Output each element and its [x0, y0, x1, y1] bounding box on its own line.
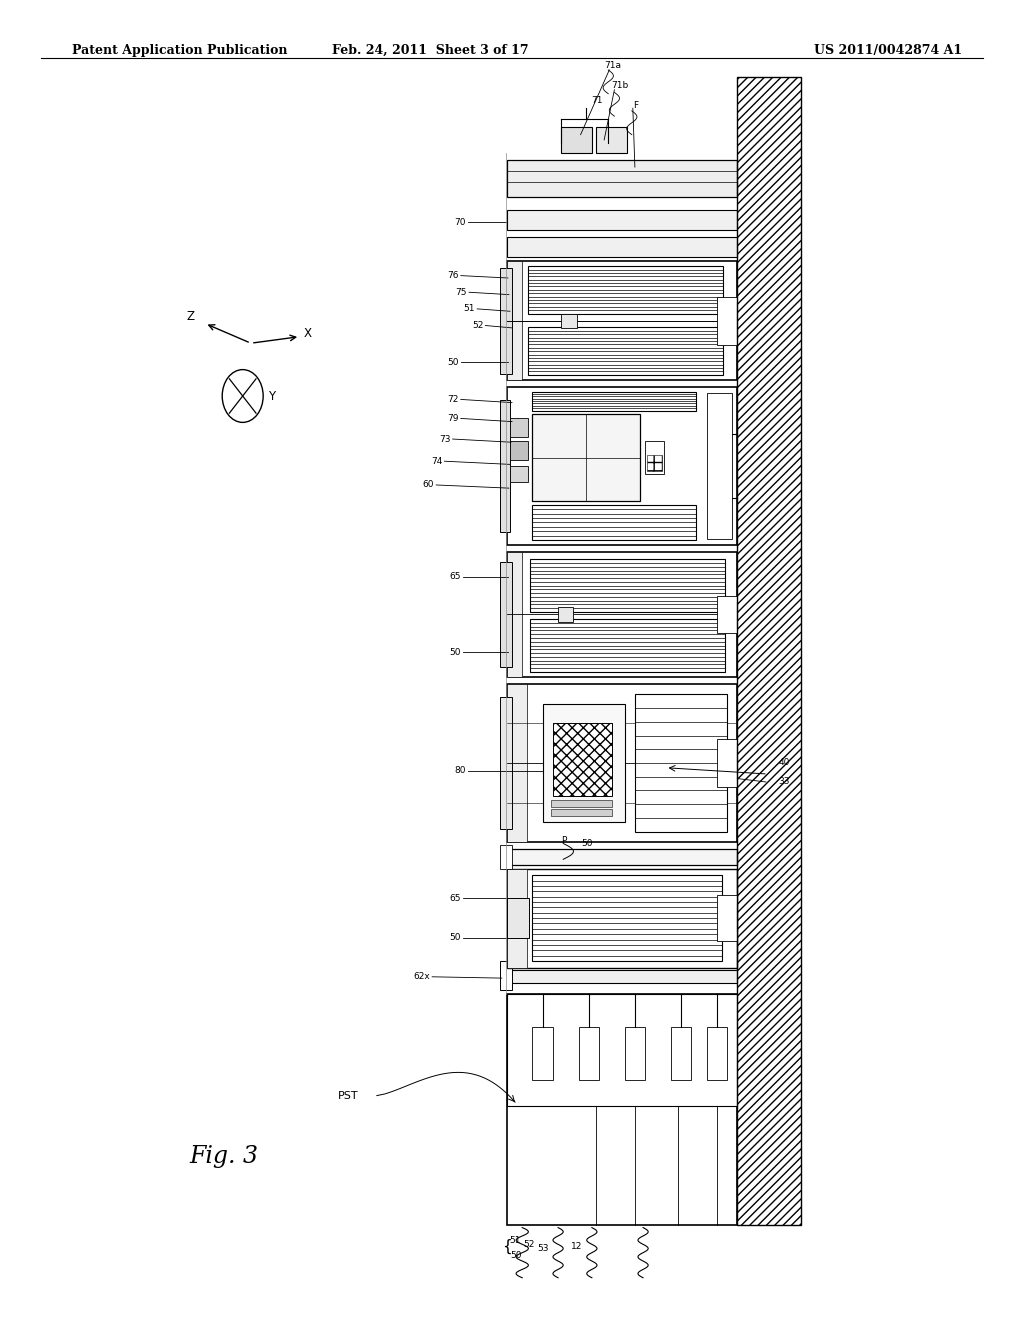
Bar	[507, 552, 522, 677]
Bar	[507, 994, 737, 1106]
Text: 71a: 71a	[604, 62, 622, 70]
Bar	[530, 560, 725, 612]
Bar	[532, 1027, 553, 1080]
Bar	[507, 684, 527, 842]
Bar	[551, 809, 612, 816]
Text: F: F	[633, 102, 638, 110]
Text: Fig. 3: Fig. 3	[189, 1146, 258, 1168]
Bar	[500, 562, 512, 667]
Bar	[507, 869, 737, 968]
Bar	[510, 466, 528, 482]
Text: PST: PST	[338, 1090, 358, 1101]
Text: 52: 52	[523, 1241, 535, 1249]
Text: 72: 72	[447, 395, 459, 404]
Bar	[532, 413, 640, 500]
Bar	[507, 160, 737, 197]
Text: 75: 75	[456, 288, 467, 297]
Text: US 2011/0042874 A1: US 2011/0042874 A1	[814, 44, 963, 57]
Text: 50: 50	[582, 840, 593, 847]
Bar	[510, 418, 528, 437]
Bar	[717, 595, 737, 634]
Bar	[645, 441, 664, 474]
Bar	[707, 1027, 727, 1080]
Bar	[717, 895, 737, 941]
Bar	[500, 268, 512, 374]
Bar	[561, 314, 577, 327]
Bar	[500, 845, 512, 869]
Text: 74: 74	[431, 457, 442, 466]
Bar	[507, 869, 527, 968]
Text: 51: 51	[464, 305, 475, 313]
Bar	[528, 327, 723, 375]
Text: 65: 65	[450, 894, 461, 903]
Text: Z: Z	[186, 310, 195, 323]
Bar	[500, 400, 510, 532]
Text: Feb. 24, 2011  Sheet 3 of 17: Feb. 24, 2011 Sheet 3 of 17	[332, 44, 528, 57]
Bar	[507, 898, 529, 937]
Bar	[717, 739, 737, 787]
Bar	[507, 261, 737, 380]
Bar	[507, 210, 737, 230]
Text: 70: 70	[455, 218, 466, 227]
Text: Patent Application Publication: Patent Application Publication	[72, 44, 287, 57]
Bar	[507, 261, 522, 380]
Bar	[553, 723, 612, 796]
Text: Y: Y	[268, 389, 275, 403]
Bar	[561, 127, 592, 153]
Bar	[532, 506, 696, 540]
Text: 79: 79	[447, 414, 459, 422]
Bar	[530, 619, 725, 672]
Bar	[635, 694, 727, 832]
Text: X: X	[304, 327, 312, 341]
Bar	[707, 393, 732, 539]
Text: 65: 65	[450, 573, 461, 581]
Bar	[558, 607, 573, 622]
Bar	[596, 127, 627, 153]
Text: 71b: 71b	[611, 82, 629, 90]
Bar	[510, 441, 528, 459]
Bar	[528, 267, 723, 314]
Bar	[717, 297, 737, 345]
Bar	[737, 77, 801, 1225]
Text: 12: 12	[571, 1242, 583, 1250]
Bar	[532, 392, 696, 411]
Bar	[543, 704, 625, 822]
Bar	[500, 961, 512, 990]
Bar	[647, 455, 662, 471]
Text: 73: 73	[439, 434, 451, 444]
Bar	[625, 1027, 645, 1080]
Bar	[532, 875, 722, 961]
Text: 76: 76	[447, 271, 459, 280]
Bar	[671, 1027, 691, 1080]
Text: 52: 52	[472, 321, 483, 330]
Text: 40: 40	[778, 759, 790, 767]
Text: 50: 50	[447, 358, 459, 367]
Bar	[507, 684, 737, 842]
Text: 53: 53	[538, 1245, 549, 1253]
Text: {: {	[502, 1238, 512, 1254]
Bar	[551, 800, 612, 807]
Text: 51: 51	[509, 1237, 520, 1245]
Text: 71: 71	[591, 96, 602, 104]
Bar	[507, 387, 737, 545]
Bar	[507, 552, 737, 677]
Text: 60: 60	[423, 480, 434, 490]
Text: 33: 33	[778, 777, 790, 787]
Text: 62x: 62x	[414, 973, 430, 981]
Bar	[507, 970, 737, 983]
Text: 50: 50	[450, 933, 461, 942]
Text: 50: 50	[450, 648, 461, 656]
Bar	[507, 238, 737, 257]
Bar	[737, 77, 801, 1225]
Bar	[579, 1027, 599, 1080]
Text: 50: 50	[510, 1251, 521, 1259]
Bar	[507, 994, 737, 1225]
Text: 80: 80	[455, 767, 466, 775]
Bar	[500, 697, 512, 829]
Text: P: P	[561, 837, 566, 845]
Bar	[502, 849, 737, 865]
